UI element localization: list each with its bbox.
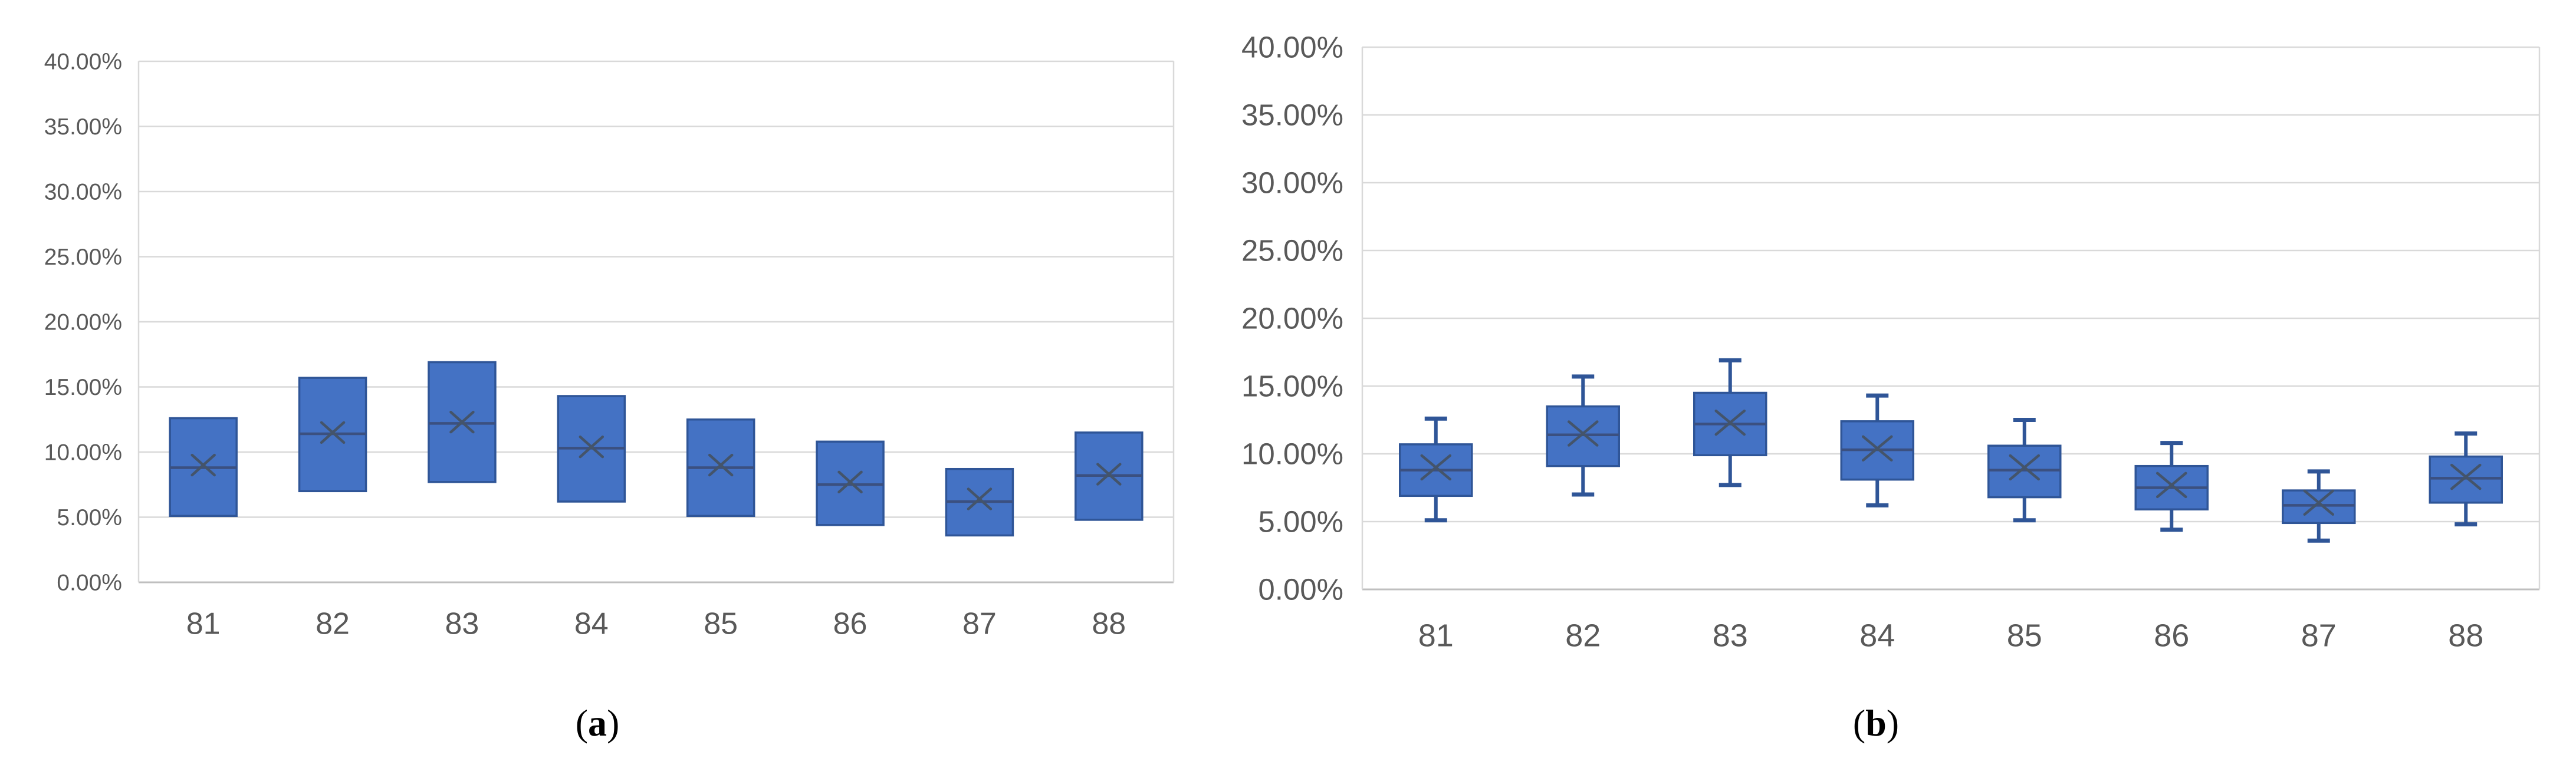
caption-b-letter: b <box>1865 702 1887 744</box>
chart-b-y-tick-label-10: 10.00% <box>1241 437 1343 470</box>
caption-a-close-paren: ) <box>607 702 620 744</box>
chart-a-x-tick-label-81: 81 <box>186 607 221 641</box>
caption-b-close-paren: ) <box>1886 702 1900 744</box>
chart-b-box-87 <box>2282 489 2356 525</box>
chart-a-x-tick-label-85: 85 <box>704 607 738 641</box>
chart-a-y-tick-label-35: 35.00% <box>44 114 122 140</box>
chart-b-mean-marker-88 <box>2450 463 2482 490</box>
chart-b-x-tick-label-86: 86 <box>2154 618 2189 653</box>
caption-b-open-paren: ( <box>1852 702 1866 744</box>
chart-a-mean-marker-87 <box>967 487 993 510</box>
chart-b-y-tick-label-35: 35.00% <box>1241 98 1343 131</box>
chart-a-y-tick-label-0: 0.00% <box>57 570 122 595</box>
chart-b-x-tick-label-85: 85 <box>2007 618 2042 653</box>
chart-b-mean-marker-82 <box>1568 420 1599 447</box>
caption-a-open-paren: ( <box>575 702 588 744</box>
chart-a-mean-marker-88 <box>1096 463 1122 486</box>
chart-a-y-tick-label-40: 40.00% <box>44 49 122 74</box>
chart-a-mean-marker-82 <box>320 421 346 444</box>
chart-b-mean-marker-84 <box>1862 435 1893 462</box>
chart-a-y-tick-label-5: 5.00% <box>57 505 122 530</box>
chart-a-mean-marker-81 <box>190 453 216 477</box>
chart-a-y-tick-label-10: 10.00% <box>44 440 122 465</box>
chart-b-box-82 <box>1546 405 1620 467</box>
chart-b-x-tick-label-84: 84 <box>1859 618 1895 653</box>
chart-b-y-tick-label-15: 15.00% <box>1241 369 1343 403</box>
chart-a-y-tick-label-20: 20.00% <box>44 309 122 335</box>
chart-b-mean-marker-83 <box>1714 409 1746 436</box>
caption-a-letter: a <box>588 702 607 744</box>
chart-a-x-tick-label-88: 88 <box>1092 607 1126 641</box>
chart-a-x-tick-label-83: 83 <box>445 607 479 641</box>
chart-a-x-tick-label-84: 84 <box>574 607 609 641</box>
chart-a-x-tick-label-82: 82 <box>316 607 350 641</box>
chart-b-box-85 <box>1987 444 2062 499</box>
chart-b-y-tick-label-5: 5.00% <box>1258 505 1343 538</box>
chart-a-x-tick-label-87: 87 <box>962 607 997 641</box>
chart-b-mean-marker-87 <box>2303 489 2334 516</box>
caption-a: (a) <box>575 702 620 744</box>
chart-b-x-tick-label-81: 81 <box>1418 618 1454 653</box>
chart-b-y-tick-label-20: 20.00% <box>1241 301 1343 335</box>
chart-a-mean-marker-86 <box>837 470 863 494</box>
caption-b: (b) <box>1852 702 1900 744</box>
chart-b-x-tick-label-88: 88 <box>2448 618 2483 653</box>
chart-a-x-tick-label-86: 86 <box>833 607 868 641</box>
chart-b-y-tick-label-40: 40.00% <box>1241 30 1343 64</box>
chart-b-x-tick-label-87: 87 <box>2301 618 2337 653</box>
chart-a-mean-marker-83 <box>449 410 475 434</box>
chart-a-mean-marker-85 <box>708 453 734 477</box>
chart-b-x-tick-label-82: 82 <box>1565 618 1601 653</box>
chart-b-y-tick-label-30: 30.00% <box>1241 166 1343 199</box>
chart-b-mean-marker-85 <box>2009 454 2040 481</box>
chart-b-box-88 <box>2429 455 2503 504</box>
chart-b-y-tick-label-0: 0.00% <box>1258 572 1343 606</box>
chart-a-y-tick-label-15: 15.00% <box>44 375 122 400</box>
chart-a-y-tick-label-25: 25.00% <box>44 245 122 270</box>
chart-b-mean-marker-86 <box>2156 472 2187 499</box>
chart-a-mean-marker-84 <box>579 435 604 459</box>
chart-a-y-tick-label-30: 30.00% <box>44 179 122 205</box>
chart-b-mean-marker-81 <box>1420 454 1451 481</box>
chart-b-y-tick-label-25: 25.00% <box>1241 233 1343 267</box>
chart-b-x-tick-label-83: 83 <box>1713 618 1748 653</box>
